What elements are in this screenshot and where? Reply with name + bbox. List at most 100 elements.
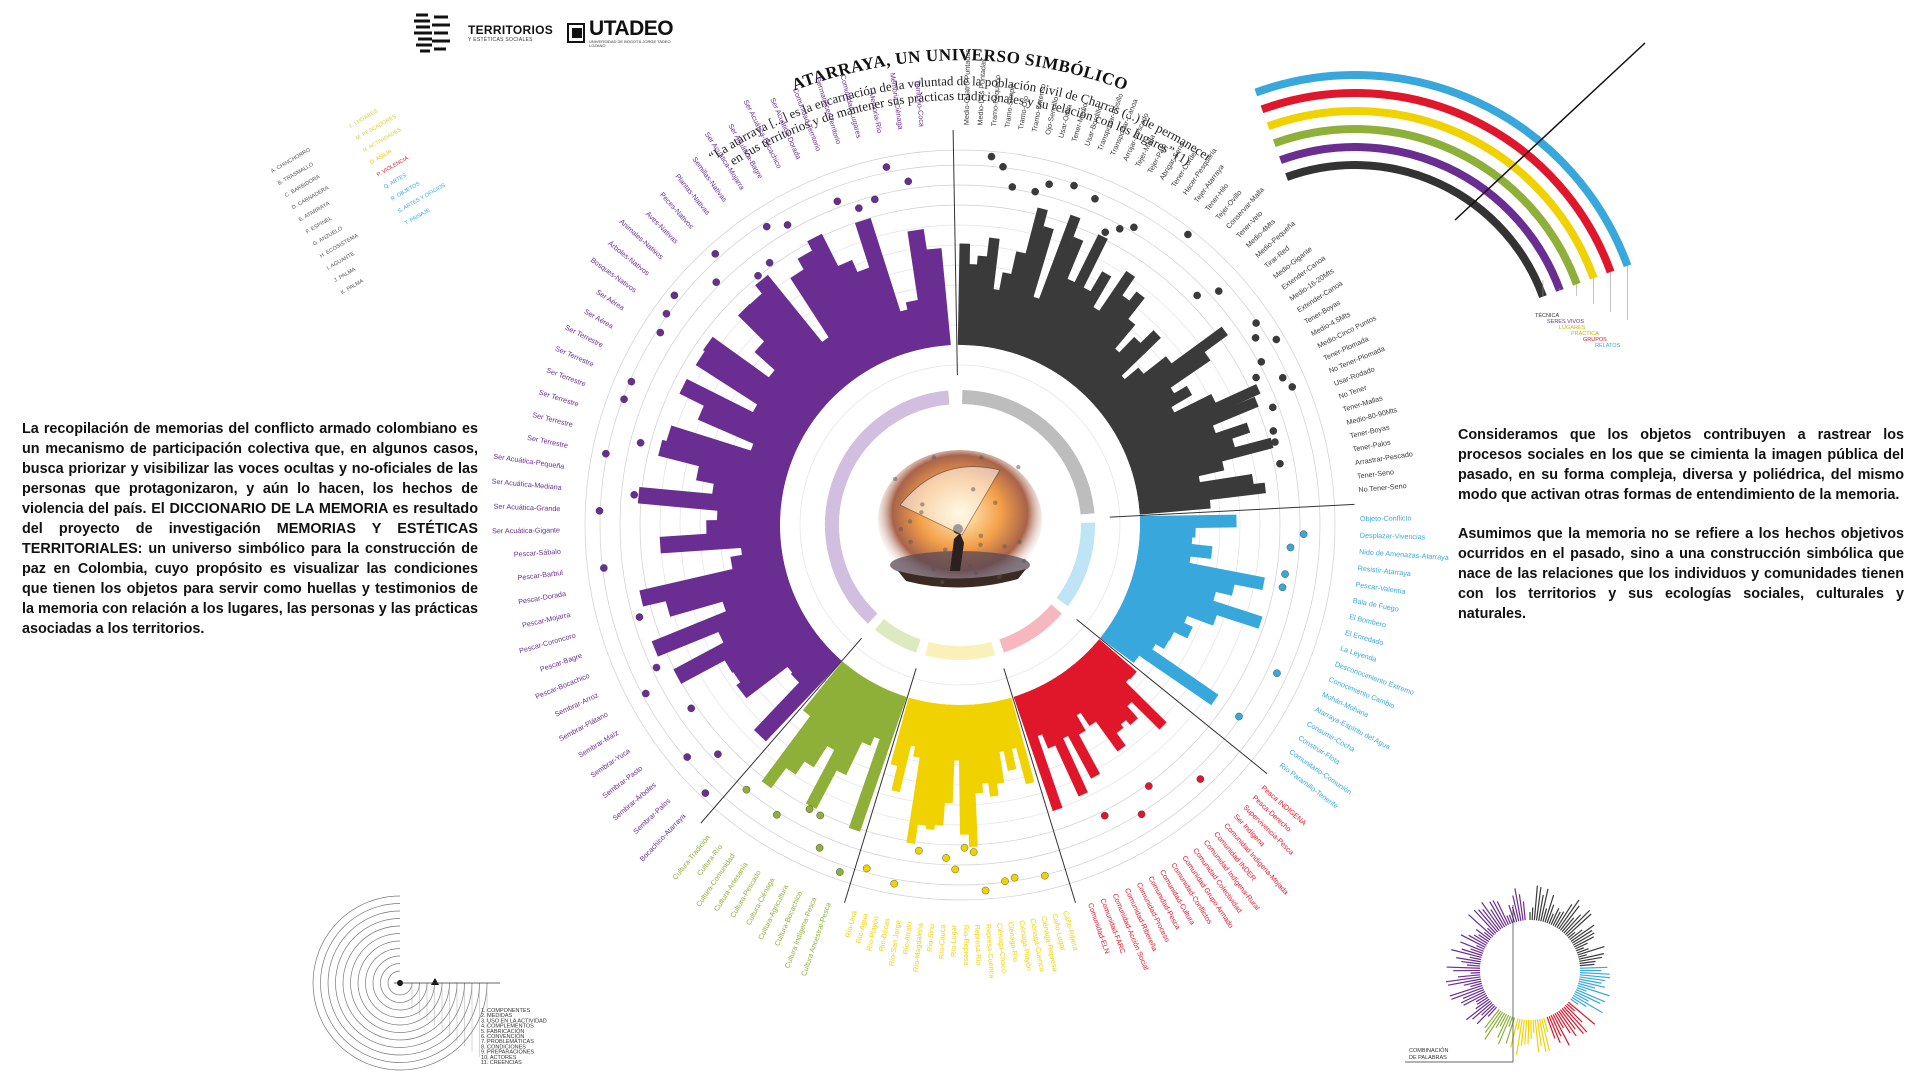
bar-mark: [666, 425, 791, 479]
tick-label: Ser Acuática-Pequeña: [493, 452, 565, 471]
mini-bar-mark: [1484, 1010, 1502, 1034]
spiral-ring: [335, 918, 465, 1048]
bar-mark: [1051, 306, 1101, 376]
mini-bar-mark: [1449, 984, 1483, 997]
mini-bar-mark: [1446, 966, 1481, 969]
tick-label: Pescar-Mojarra: [521, 610, 571, 630]
dot-mark: [662, 309, 671, 318]
mini-bar-mark: [1558, 899, 1580, 930]
mini-bar-mark: [1567, 931, 1576, 939]
mini-bar-mark: [1508, 1016, 1514, 1027]
dot-mark: [1288, 383, 1297, 391]
bar-mark: [749, 293, 846, 397]
dot-mark: [815, 844, 824, 852]
bar-mark: [925, 248, 951, 347]
tick-label: El Enredado: [1344, 628, 1385, 647]
bar-mark: [1131, 567, 1217, 603]
bar-mark: [1035, 683, 1071, 740]
mini-bar-mark: [1473, 934, 1488, 945]
utadeo-logo: UTADEO UNIVERSIDAD DE BOGOTÁ JORGE TADEO…: [567, 18, 675, 48]
bar-mark: [679, 378, 803, 452]
tick-label: Ser Terrestre: [538, 388, 580, 409]
mini-bar-mark: [1570, 924, 1595, 942]
dot-mark: [951, 865, 959, 874]
utadeo-subtitle: UNIVERSIDAD DE BOGOTÁ JORGE TADEO LOZANO: [589, 39, 671, 48]
dot-mark: [701, 789, 710, 797]
spiral-ring: [387, 970, 413, 996]
spiral-ring: [312, 895, 488, 1071]
dot-mark: [656, 328, 665, 337]
tick-label: Ser Terrestre: [526, 433, 568, 450]
bar-mark: [755, 274, 854, 391]
mini-bar-mark: [1538, 894, 1544, 921]
spiral-ring: [350, 933, 450, 1033]
bar-mark: [1138, 497, 1211, 515]
tick-label: La Leyenda: [1339, 644, 1378, 664]
mini-bar-mark: [1554, 1013, 1564, 1029]
mini-bar-mark: [1512, 895, 1520, 922]
bar-mark: [1088, 643, 1132, 685]
mini-bar-mark: [1579, 978, 1602, 984]
bar-mark: [1061, 667, 1126, 752]
dot-mark: [871, 195, 879, 204]
mini-bar-mark: [1542, 908, 1548, 922]
mini-bar-mark: [1563, 1006, 1588, 1033]
bar-mark: [761, 665, 858, 789]
legend-right-item: T. PAISAJE: [404, 207, 432, 226]
bar-mark: [1139, 530, 1193, 548]
bar-mark: [1121, 384, 1261, 456]
utadeo-mark-icon: [567, 23, 585, 43]
mini-bar-mark: [1520, 1019, 1525, 1046]
arc-label: LUGARES: [1559, 325, 1586, 331]
bar-mark: [723, 611, 811, 673]
mini-bar-mark: [1462, 988, 1485, 999]
bar-mark: [711, 480, 784, 508]
mini-bar-mark: [1472, 1002, 1493, 1020]
arc-label: SERES VIVOS: [1547, 319, 1584, 325]
bar-mark: [784, 635, 829, 677]
canoe-icon: [898, 569, 1026, 588]
bar-mark: [695, 351, 813, 435]
mini-bar-mark: [1475, 998, 1490, 1010]
intro-paragraph: La recopilación de memorias del conflict…: [22, 421, 478, 637]
mini-bar-mark: [1451, 949, 1482, 959]
segment-divider: [952, 130, 958, 376]
mini-bar-mark: [1536, 1019, 1542, 1047]
tick-label: Ser Acuática-Grande: [493, 502, 560, 514]
mini-bar-mark: [1559, 905, 1580, 931]
tick-label: Represa-Cuenca: [984, 924, 997, 979]
bar-mark: [785, 669, 863, 775]
territorios-subtitle: Y ESTÉTICAS SOCIALES: [468, 36, 533, 43]
bar-mark: [1006, 226, 1054, 355]
mini-bar-mark: [1527, 1019, 1530, 1045]
mini-bar-mark: [1575, 942, 1588, 950]
spiral-legend-item: 1. COMPONENTES: [481, 1008, 531, 1014]
tick-label: Río-Cauca: [937, 924, 947, 959]
dot-mark: [783, 221, 792, 229]
bar-mark: [659, 528, 781, 554]
bar-mark: [1089, 373, 1127, 409]
mini-bar-mark: [1496, 901, 1510, 926]
bar-mark: [983, 702, 1005, 784]
mini-bar-mark: [1461, 960, 1481, 965]
bar-mark: [913, 701, 932, 758]
mini-bar-mark: [1456, 957, 1481, 963]
mini-bar-mark: [1490, 909, 1504, 929]
mini-bar-mark: [1556, 1011, 1571, 1034]
mini-bar-mark: [1481, 1003, 1494, 1016]
dot-mark: [1145, 782, 1153, 790]
mini-bar-mark: [1559, 1009, 1576, 1030]
mini-bar-mark: [1578, 982, 1596, 989]
spiral-legend-item: 7. PROBLEMÁTICAS: [481, 1038, 534, 1045]
right-paragraph-1: Consideramos que los objetos contribuyen…: [1458, 427, 1904, 503]
mini-bar-mark: [1556, 903, 1573, 929]
bar-mark: [1102, 326, 1228, 423]
dot-mark: [1193, 291, 1201, 300]
bar-mark: [1046, 677, 1086, 736]
tick-label: Pescar-Valentía: [1355, 580, 1406, 596]
dot-mark: [1008, 183, 1017, 191]
mini-bar-mark: [1561, 1007, 1584, 1035]
bar-mark: [637, 487, 782, 517]
tick-label: Río-Lugar: [949, 924, 958, 957]
mini-bar-mark: [1571, 996, 1587, 1008]
